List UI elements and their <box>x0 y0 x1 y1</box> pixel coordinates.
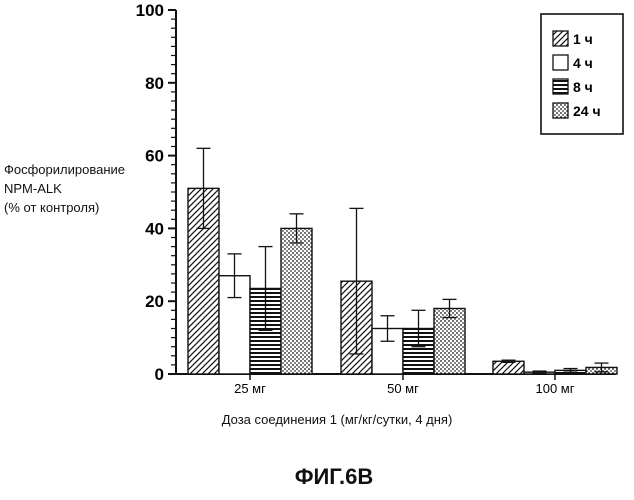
y-tick-label: 80 <box>145 74 164 93</box>
x-tick-label: 100 мг <box>536 381 575 396</box>
x-axis-label: Доза соединения 1 (мг/кг/сутки, 4 дня) <box>0 412 634 427</box>
y-tick-label: 100 <box>136 1 164 20</box>
legend-label: 4 ч <box>573 55 593 71</box>
legend-swatch <box>553 103 568 118</box>
y-tick-label: 60 <box>145 147 164 166</box>
legend-label: 8 ч <box>573 79 593 95</box>
bar <box>493 361 524 374</box>
legend-swatch <box>553 79 568 94</box>
legend-label: 1 ч <box>573 31 593 47</box>
bar <box>434 308 465 374</box>
legend-label: 24 ч <box>573 103 601 119</box>
x-tick-label: 25 мг <box>234 381 266 396</box>
legend-swatch <box>553 31 568 46</box>
y-tick-label: 20 <box>145 292 164 311</box>
bar <box>281 228 312 374</box>
x-tick-label: 50 мг <box>387 381 419 396</box>
legend-swatch <box>553 55 568 70</box>
y-axis-label: Фосфорилирование NPM-ALK (% от контроля) <box>4 160 125 217</box>
y-tick-label: 0 <box>155 365 164 384</box>
figure-caption: ФИГ.6B <box>0 464 634 490</box>
y-tick-label: 40 <box>145 219 164 238</box>
